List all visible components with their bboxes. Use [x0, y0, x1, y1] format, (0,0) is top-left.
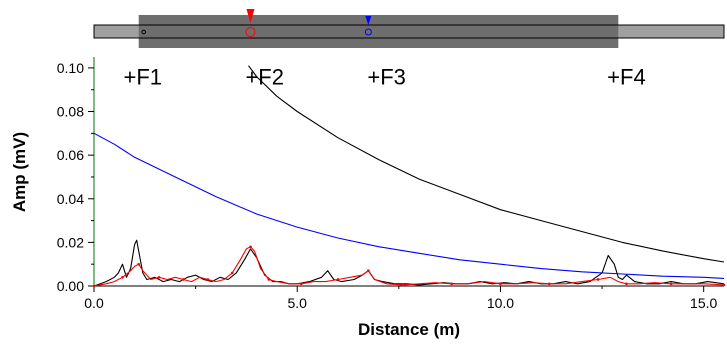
- feature-label-2: +F2: [245, 65, 284, 90]
- series-point: [92, 284, 96, 288]
- series-point: [450, 282, 453, 286]
- y-tick-label: 0.10: [57, 60, 84, 76]
- feature-annotations: +F1 +F2 +F3 +F4: [124, 65, 646, 90]
- series-point: [121, 275, 124, 279]
- x-axis-title: Distance (m): [358, 320, 460, 339]
- series-point: [206, 278, 210, 281]
- series-line-2: [93, 239, 725, 287]
- series-point: [669, 282, 673, 286]
- series-point: [299, 282, 303, 286]
- series-point: [230, 271, 234, 275]
- series-point: [157, 275, 161, 279]
- series-line-0: [248, 65, 725, 263]
- series-point: [249, 245, 252, 249]
- feature-label-3: +F3: [367, 65, 406, 90]
- feature-label-1: +F1: [124, 65, 163, 90]
- scale-bar-outline: [93, 24, 725, 39]
- series-point: [182, 278, 185, 281]
- scale-marker-dot: [141, 29, 147, 35]
- series-point: [596, 278, 600, 281]
- x-tick-label: 15.0: [690, 295, 717, 311]
- scale-marker-circle-1: [245, 27, 256, 37]
- series-point: [336, 278, 340, 281]
- feature-label-4: +F4: [607, 65, 646, 90]
- series-point: [401, 283, 405, 287]
- series-line-3: [93, 246, 725, 287]
- series-point: [367, 269, 370, 273]
- y-tick-label: 0.08: [57, 104, 84, 120]
- y-tick-label: 0.06: [57, 147, 84, 163]
- chart-axes: 0.00 0.02 0.04 0.06 0.08 0.10 0.0 5.0 10.0 15.0: [57, 57, 724, 311]
- scale-marker-arrow-2: [365, 16, 372, 25]
- y-tick-label: 0.00: [57, 278, 84, 294]
- scale-bar-window: [138, 15, 619, 48]
- y-tick-label: 0.04: [57, 191, 84, 207]
- distance-scale-bar[interactable]: [93, 9, 725, 48]
- series-point: [722, 283, 726, 287]
- chart-series: [92, 65, 726, 288]
- x-tick-label: 0.0: [84, 295, 104, 311]
- series-point: [499, 282, 502, 286]
- scale-marker-arrow-1: [246, 9, 255, 23]
- series-point: [267, 278, 271, 281]
- y-axis-title: Amp (mV): [10, 132, 29, 212]
- series-point: [137, 262, 141, 266]
- y-tick-label: 0.02: [57, 234, 84, 250]
- x-tick-label: 10.0: [487, 295, 514, 311]
- scale-marker-circle-2: [364, 28, 372, 36]
- series-point: [547, 282, 551, 286]
- series-point: [625, 282, 628, 286]
- series-line-1: [93, 132, 725, 279]
- x-tick-label: 5.0: [287, 295, 307, 311]
